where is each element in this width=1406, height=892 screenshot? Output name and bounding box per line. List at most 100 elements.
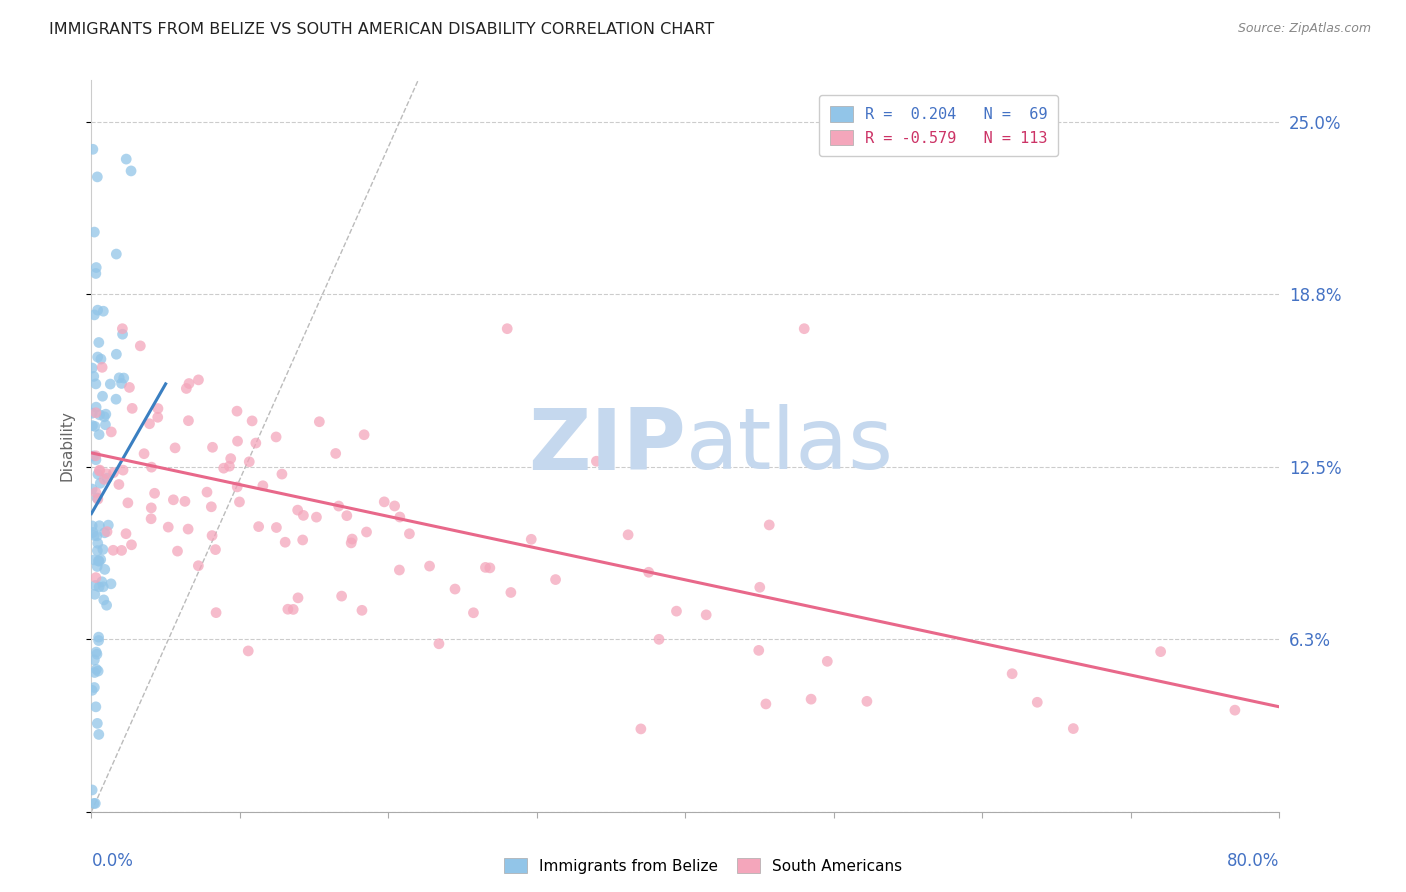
Point (187, 373, 209, 387)
Point (1062, 722, 1084, 736)
Point (474, 560, 496, 574)
Point (1001, 666, 1024, 681)
Point (350, 603, 373, 617)
Point (84, 797, 107, 811)
Point (96, 524, 118, 539)
Point (105, 392, 128, 407)
Point (308, 415, 330, 429)
Point (87, 427, 110, 442)
Point (384, 499, 406, 513)
Point (105, 347, 128, 361)
Point (86, 169, 108, 184)
Point (91, 542, 114, 557)
Point (292, 508, 315, 523)
Point (83, 369, 105, 384)
Point (91, 304, 114, 318)
Point (266, 520, 288, 534)
Point (419, 559, 441, 574)
Point (499, 585, 522, 599)
Point (1223, 703, 1246, 717)
Point (856, 694, 879, 708)
Y-axis label: Disability: Disability (59, 410, 75, 482)
Point (177, 376, 200, 391)
Point (86, 529, 108, 543)
Point (96, 471, 118, 485)
Point (87, 335, 110, 350)
Point (129, 339, 152, 353)
Point (82, 519, 104, 533)
Point (695, 607, 717, 622)
Point (84, 267, 107, 281)
Point (89, 476, 111, 491)
Point (755, 697, 778, 711)
Point (87, 554, 110, 568)
Point (83, 797, 105, 811)
Point (97, 518, 120, 533)
Point (176, 381, 198, 395)
Point (617, 528, 640, 542)
Point (94, 417, 117, 432)
Point (637, 566, 659, 580)
Point (84, 452, 107, 467)
Point (115, 152, 138, 166)
Point (200, 500, 222, 514)
Point (91, 360, 114, 375)
Point (162, 492, 184, 507)
Point (96, 599, 118, 613)
Point (96, 467, 118, 481)
Point (82, 482, 104, 496)
Point (90, 552, 112, 566)
Point (340, 536, 363, 550)
Point (112, 463, 135, 477)
Point (89, 464, 111, 478)
Point (398, 526, 420, 541)
Point (100, 577, 122, 591)
Point (87, 554, 110, 568)
Point (93, 409, 115, 424)
Point (252, 479, 274, 493)
Point (177, 522, 200, 536)
Point (112, 371, 135, 385)
Legend: R =  0.204   N =  69, R = -0.579   N = 113: R = 0.204 N = 69, R = -0.579 N = 113 (818, 95, 1057, 156)
Point (93, 525, 115, 540)
Point (1149, 645, 1171, 659)
Point (87, 630, 110, 644)
Point (98, 377, 121, 392)
Point (238, 455, 260, 469)
Point (93, 472, 115, 486)
Point (83, 308, 105, 322)
Point (82, 449, 104, 463)
Point (226, 404, 249, 418)
Point (174, 494, 197, 508)
Point (82, 783, 104, 797)
Legend: Immigrants from Belize, South Americans: Immigrants from Belize, South Americans (498, 852, 908, 880)
Point (108, 371, 131, 385)
Point (83, 587, 105, 601)
Point (328, 499, 350, 513)
Point (201, 440, 224, 454)
Point (218, 459, 240, 474)
Point (86, 662, 108, 676)
Point (219, 451, 242, 466)
Point (120, 164, 142, 178)
Text: atlas: atlas (685, 404, 893, 488)
Point (110, 543, 132, 558)
Point (82, 406, 104, 420)
Point (84, 699, 107, 714)
Point (463, 606, 485, 620)
Point (141, 500, 163, 515)
Point (83, 528, 105, 542)
Point (83, 553, 105, 567)
Point (84, 645, 107, 659)
Point (83, 681, 105, 695)
Point (793, 321, 815, 335)
Point (100, 425, 122, 439)
Point (89, 518, 111, 533)
Point (82, 142, 104, 156)
Point (117, 496, 139, 510)
Point (287, 591, 309, 605)
Point (758, 518, 780, 533)
Point (103, 466, 125, 480)
Point (86, 716, 108, 731)
Point (82, 361, 104, 376)
